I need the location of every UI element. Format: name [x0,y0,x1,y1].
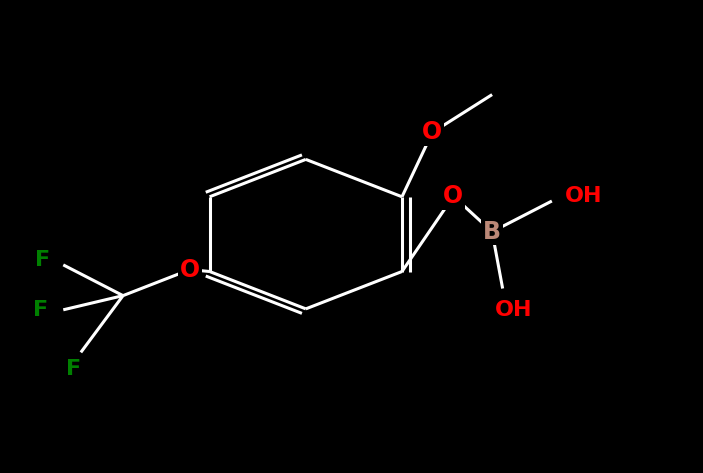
Text: O: O [423,121,442,144]
Text: F: F [66,359,82,379]
Text: OH: OH [565,186,602,206]
Text: F: F [34,250,50,270]
Text: O: O [180,258,200,281]
Text: O: O [444,184,463,208]
Text: F: F [33,300,49,320]
Text: OH: OH [494,300,532,320]
Text: B: B [483,220,501,244]
